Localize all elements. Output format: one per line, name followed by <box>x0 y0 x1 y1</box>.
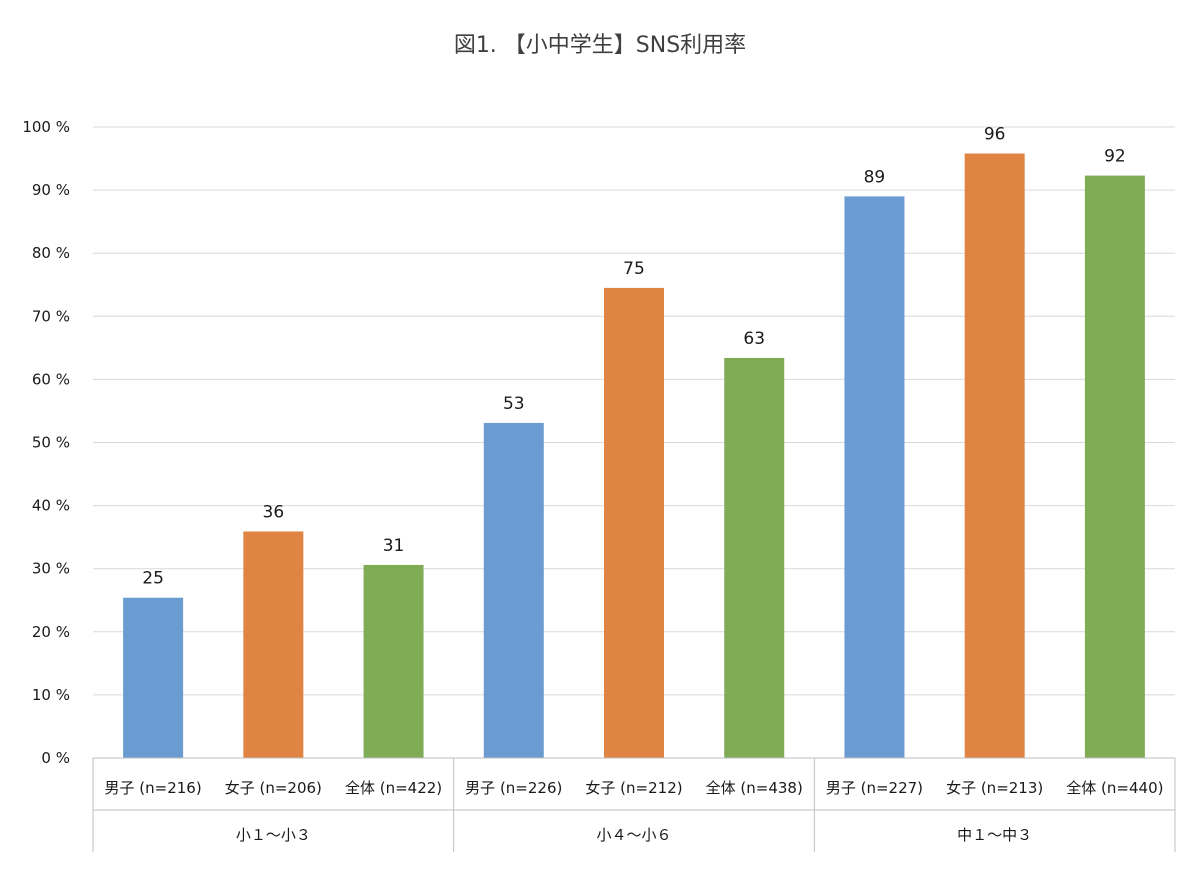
y-tick-label: 30 % <box>32 560 70 578</box>
x-tick-label: 男子 (n=216) <box>105 779 202 797</box>
bar <box>363 564 424 758</box>
y-tick-label: 80 % <box>32 244 70 262</box>
bar <box>844 196 905 758</box>
data-label: 63 <box>743 329 765 349</box>
y-tick-label: 60 % <box>32 370 70 388</box>
x-tick-label: 全体 (n=440) <box>1066 779 1163 797</box>
bars <box>123 153 1145 758</box>
x-tick-label: 男子 (n=227) <box>826 779 923 797</box>
y-tick-label: 50 % <box>32 434 70 452</box>
group-label: 小１〜小３ <box>236 826 311 844</box>
y-tick-label: 10 % <box>32 686 70 704</box>
y-tick-label: 100 % <box>22 118 70 136</box>
y-tick-label: 90 % <box>32 181 70 199</box>
bar <box>483 422 544 758</box>
y-tick-label: 20 % <box>32 623 70 641</box>
x-tick-label: 全体 (n=438) <box>706 779 803 797</box>
x-tick-label: 男子 (n=226) <box>465 779 562 797</box>
data-label: 36 <box>263 502 285 522</box>
y-axis: 0 % 10 % 20 % 30 % 40 % 50 % 60 % 70 % 80 % 90 % 1… <box>22 118 70 767</box>
y-tick-label: 40 % <box>32 497 70 515</box>
data-label: 31 <box>383 536 405 556</box>
bar <box>724 357 785 758</box>
bar <box>1084 175 1145 758</box>
data-label: 92 <box>1104 147 1126 167</box>
x-tick-label: 女子 (n=213) <box>946 779 1043 797</box>
group-label: 中１〜中３ <box>957 826 1032 844</box>
data-label: 25 <box>142 569 164 589</box>
y-tick-label: 70 % <box>32 307 70 325</box>
bar <box>123 597 184 758</box>
bar <box>604 287 664 758</box>
x-axis: 男子 (n=216) 女子 (n=206) 全体 (n=422) 男子 (n=226)… <box>92 757 1176 852</box>
y-tick-label: 0 % <box>41 749 70 767</box>
x-tick-label: 全体 (n=422) <box>345 779 442 797</box>
data-label: 53 <box>503 394 525 414</box>
data-label: 96 <box>984 125 1006 145</box>
group-label: 小４〜小６ <box>596 826 671 844</box>
data-labels: 25 36 31 53 75 63 89 96 92 <box>142 125 1125 589</box>
data-label: 75 <box>623 259 645 279</box>
bar <box>964 153 1025 758</box>
bar <box>243 531 304 758</box>
x-tick-label: 女子 (n=206) <box>225 779 322 797</box>
chart-title: 図1. 【小中学生】SNS利用率 <box>454 33 746 58</box>
data-label: 89 <box>864 167 886 187</box>
x-tick-label: 女子 (n=212) <box>585 779 682 797</box>
